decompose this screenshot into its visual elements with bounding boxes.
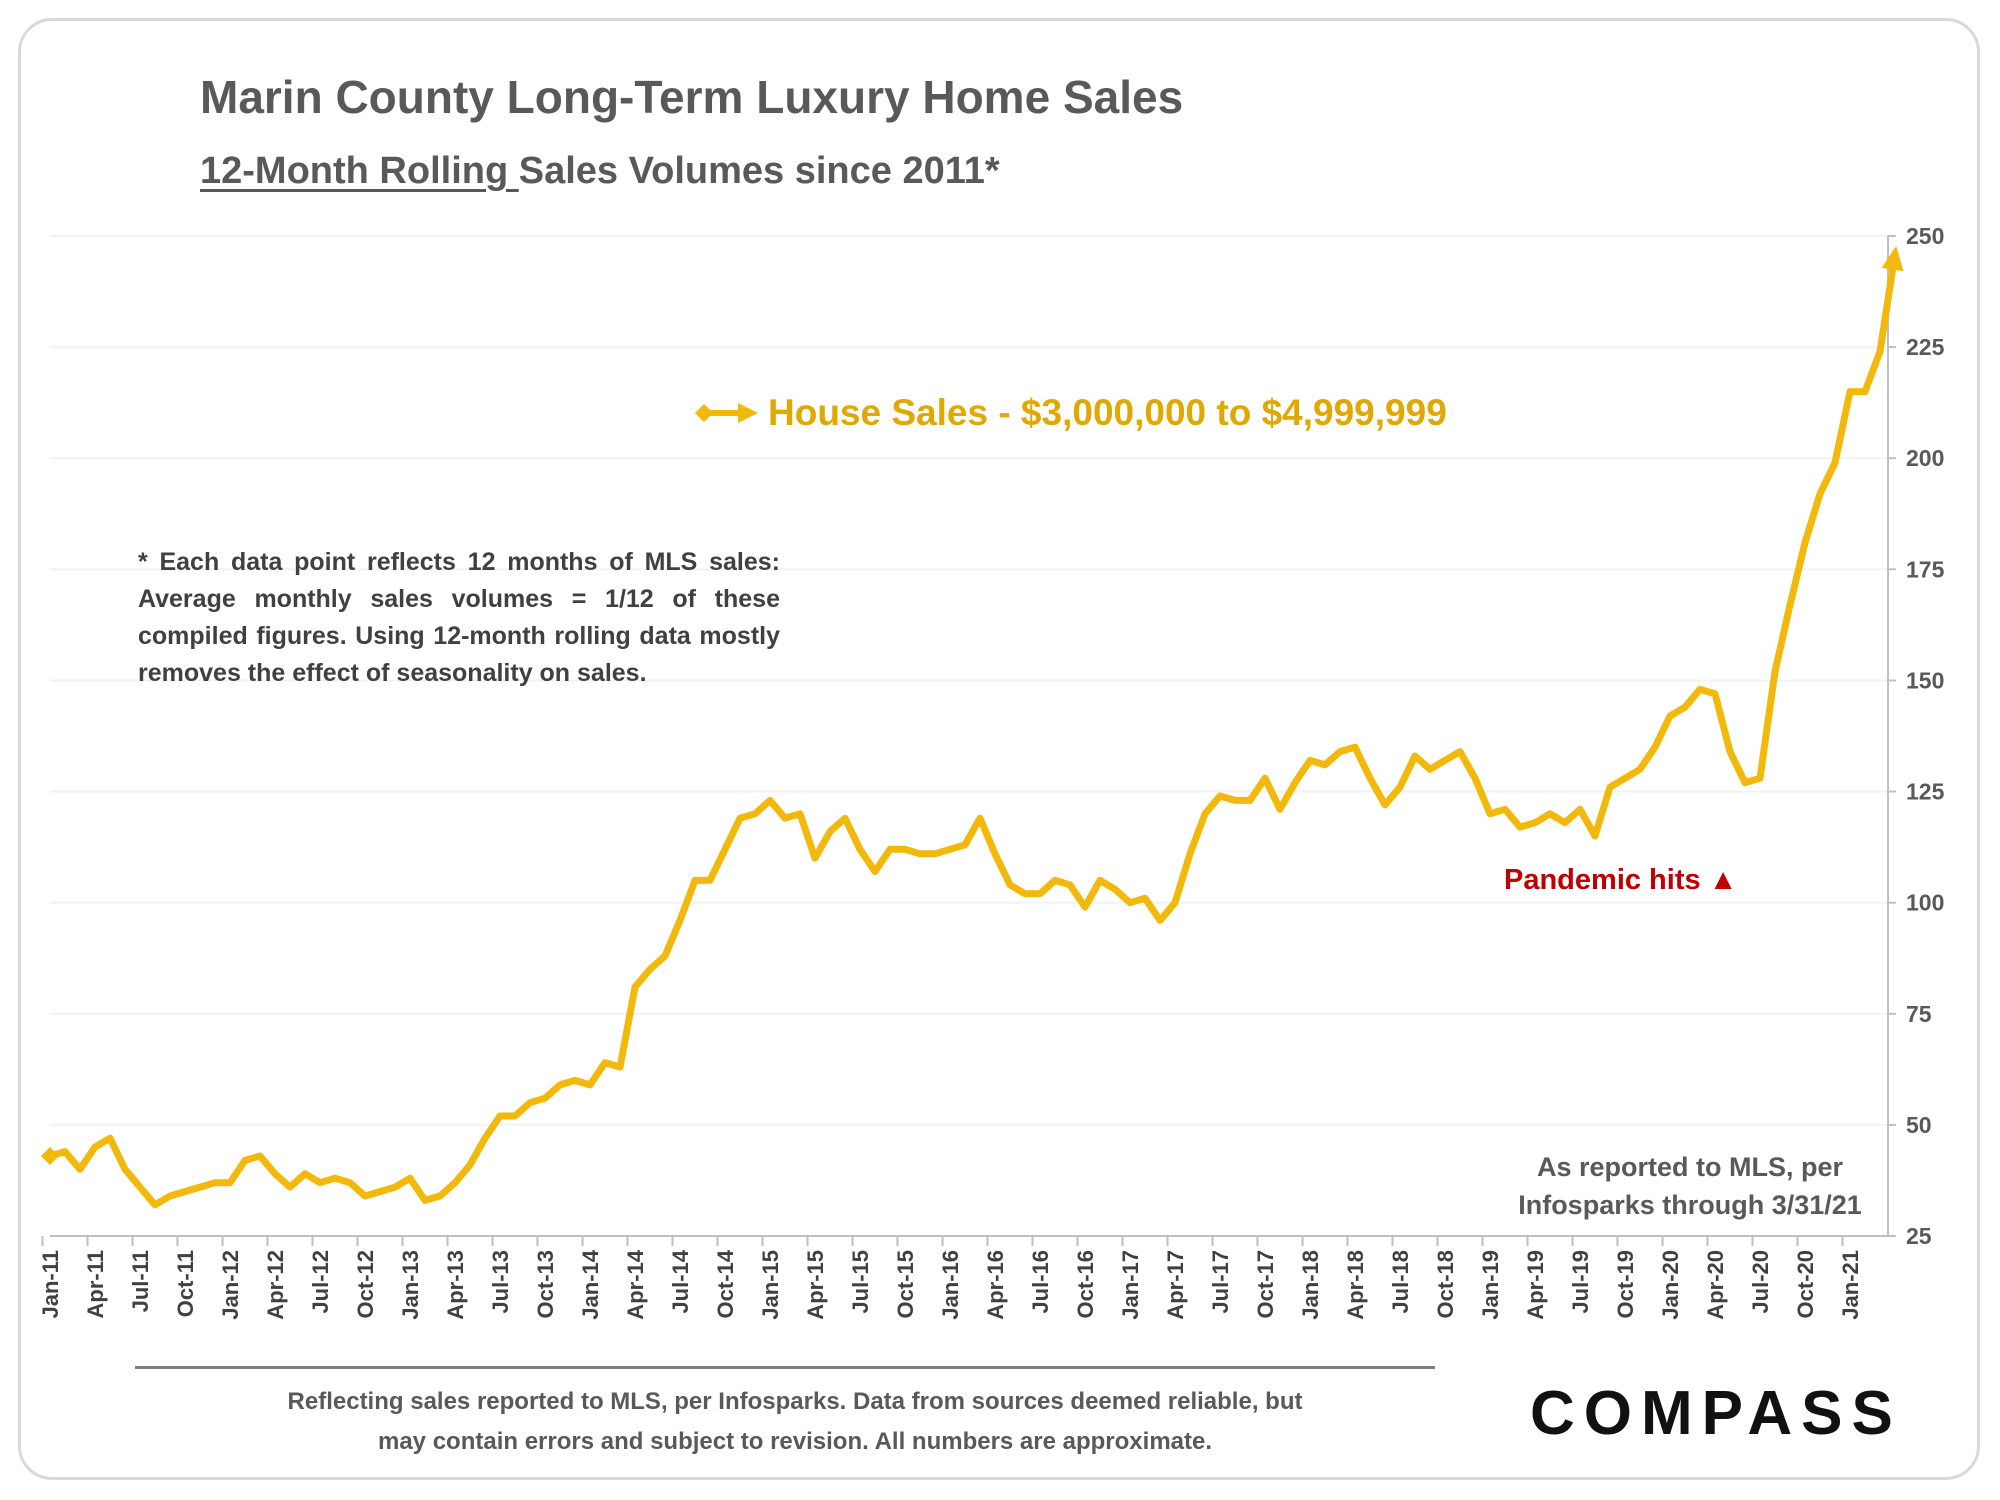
footer-divider xyxy=(135,1366,1435,1369)
footer-line-2: may contain errors and subject to revisi… xyxy=(377,1428,1213,1455)
series-line-house-sales xyxy=(46,250,1899,1209)
x-tick-label: Oct-12 xyxy=(353,1250,378,1318)
x-tick-label: Apr-19 xyxy=(1523,1250,1548,1320)
y-tick-label: 125 xyxy=(1906,779,1945,805)
x-tick-label: Jul-18 xyxy=(1388,1250,1413,1314)
x-tick-label: Apr-12 xyxy=(263,1250,288,1320)
x-tick-label: Jan-18 xyxy=(1298,1250,1323,1320)
series-start-marker xyxy=(41,1147,59,1165)
pandemic-label: Pandemic hits xyxy=(1504,864,1701,896)
source-note: As reported to MLS, per Infosparks throu… xyxy=(1480,1148,1900,1224)
x-tick-label: Apr-13 xyxy=(443,1250,468,1320)
subtitle-rest: Sales Volumes since 2011* xyxy=(518,150,1000,192)
x-tick-label: Jul-12 xyxy=(308,1250,333,1314)
source-line-1: As reported to MLS, per xyxy=(1536,1152,1844,1182)
x-tick-label: Jul-17 xyxy=(1208,1250,1233,1314)
pandemic-annotation: Pandemic hits ▲ xyxy=(1504,864,1737,897)
x-tick-label: Jul-20 xyxy=(1748,1250,1773,1314)
x-tick-label: Jan-11 xyxy=(38,1250,63,1319)
x-tick-label: Apr-16 xyxy=(983,1250,1008,1320)
x-tick-label: Jan-20 xyxy=(1658,1250,1683,1320)
x-tick-label: Oct-13 xyxy=(533,1250,558,1318)
chart-subtitle: 12-Month Rolling Sales Volumes since 201… xyxy=(200,150,1000,193)
x-tick-label: Oct-18 xyxy=(1433,1250,1458,1318)
y-tick-label: 50 xyxy=(1906,1112,1932,1138)
y-tick-label: 200 xyxy=(1906,445,1944,471)
y-tick-label: 25 xyxy=(1906,1223,1932,1249)
legend-label: House Sales - $3,000,000 to $4,999,999 xyxy=(768,392,1447,433)
y-tick-label: 75 xyxy=(1906,1001,1932,1027)
y-tick-label: 175 xyxy=(1906,556,1945,582)
methodology-note: * Each data point reflects 12 months of … xyxy=(138,548,780,687)
x-tick-label: Apr-17 xyxy=(1163,1250,1188,1320)
source-line-2: Infosparks through 3/31/21 xyxy=(1518,1190,1862,1220)
triangle-up-icon: ▲ xyxy=(1708,864,1738,896)
y-tick-label: 150 xyxy=(1906,667,1944,693)
x-tick-label: Jul-11 xyxy=(128,1250,153,1312)
x-tick-label: Apr-18 xyxy=(1343,1250,1368,1320)
y-tick-label: 100 xyxy=(1906,890,1944,916)
x-tick-label: Oct-20 xyxy=(1793,1250,1818,1318)
chart-legend: House Sales - $3,000,000 to $4,999,999 xyxy=(694,388,1447,438)
x-tick-label: Jul-19 xyxy=(1568,1250,1593,1314)
x-tick-label: Apr-11 xyxy=(83,1250,108,1318)
y-tick-label: 250 xyxy=(1906,223,1944,249)
y-tick-label: 225 xyxy=(1906,334,1945,360)
x-tick-label: Apr-15 xyxy=(803,1250,828,1320)
footer-line-1: Reflecting sales reported to MLS, per In… xyxy=(287,1388,1303,1415)
x-tick-label: Jan-17 xyxy=(1118,1250,1143,1320)
x-tick-label: Oct-14 xyxy=(713,1249,738,1318)
x-tick-label: Oct-11 xyxy=(173,1250,198,1317)
x-tick-label: Jul-16 xyxy=(1028,1250,1053,1314)
footer-disclaimer: Reflecting sales reported to MLS, per In… xyxy=(230,1382,1360,1462)
chart-title: Marin County Long-Term Luxury Home Sales xyxy=(200,71,1184,123)
subtitle-underlined: 12-Month Rolling xyxy=(200,150,519,192)
x-tick-label: Jul-15 xyxy=(848,1250,873,1314)
x-tick-label: Jul-13 xyxy=(488,1250,513,1314)
x-tick-label: Jan-13 xyxy=(398,1250,423,1320)
x-tick-label: Jan-16 xyxy=(938,1250,963,1320)
x-tick-label: Oct-17 xyxy=(1253,1250,1278,1318)
x-tick-label: Oct-15 xyxy=(893,1250,918,1318)
x-tick-label: Oct-19 xyxy=(1613,1250,1638,1318)
x-tick-label: Jan-15 xyxy=(758,1250,783,1320)
x-tick-label: Jan-12 xyxy=(218,1250,243,1320)
legend-diamond-arrow-icon xyxy=(695,403,758,423)
x-tick-label: Jan-14 xyxy=(578,1249,603,1319)
compass-logo: COMPASS xyxy=(1530,1379,1902,1448)
x-tick-label: Oct-16 xyxy=(1073,1250,1098,1318)
x-tick-label: Jan-21 xyxy=(1838,1250,1863,1320)
x-tick-label: Jan-19 xyxy=(1478,1250,1503,1320)
x-tick-label: Apr-14 xyxy=(623,1249,648,1319)
x-tick-label: Jul-14 xyxy=(668,1249,693,1313)
x-tick-label: Apr-20 xyxy=(1703,1250,1728,1320)
series-end-arrow xyxy=(1881,245,1904,272)
